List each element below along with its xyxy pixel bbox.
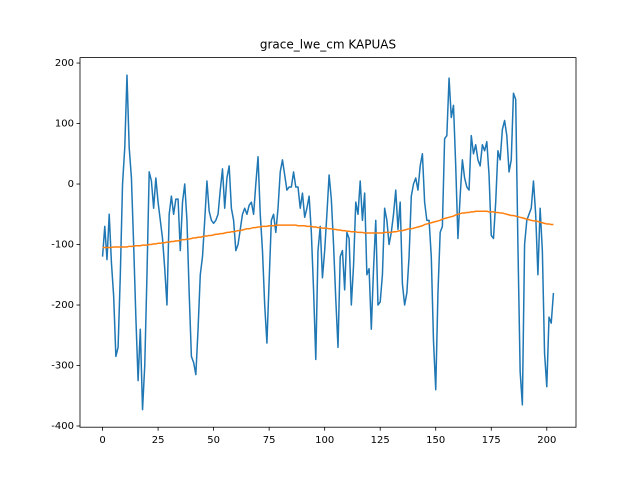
x-tick-label: 200: [537, 435, 556, 446]
x-tick-label: 125: [371, 435, 390, 446]
y-tick-label: -400: [51, 421, 74, 432]
x-tick-label: 25: [152, 435, 165, 446]
x-tick-label: 100: [315, 435, 334, 446]
chart-title: grace_lwe_cm KAPUAS: [260, 38, 396, 52]
y-tick-label: 0: [68, 179, 74, 190]
axes-frame: [79, 57, 577, 428]
y-tick-label: 200: [55, 58, 74, 69]
x-tick-label: 75: [263, 435, 276, 446]
x-tick-label: 0: [99, 435, 105, 446]
x-tick-label: 50: [207, 435, 220, 446]
y-tick-label: 100: [55, 119, 74, 130]
y-tick-label: -100: [51, 240, 74, 251]
data-line: [102, 210, 554, 249]
y-tick-label: -300: [51, 360, 74, 371]
x-tick-label: 175: [482, 435, 501, 446]
x-tick-label: 150: [426, 435, 445, 446]
data-line: [101, 74, 555, 411]
y-tick-label: -200: [51, 300, 74, 311]
